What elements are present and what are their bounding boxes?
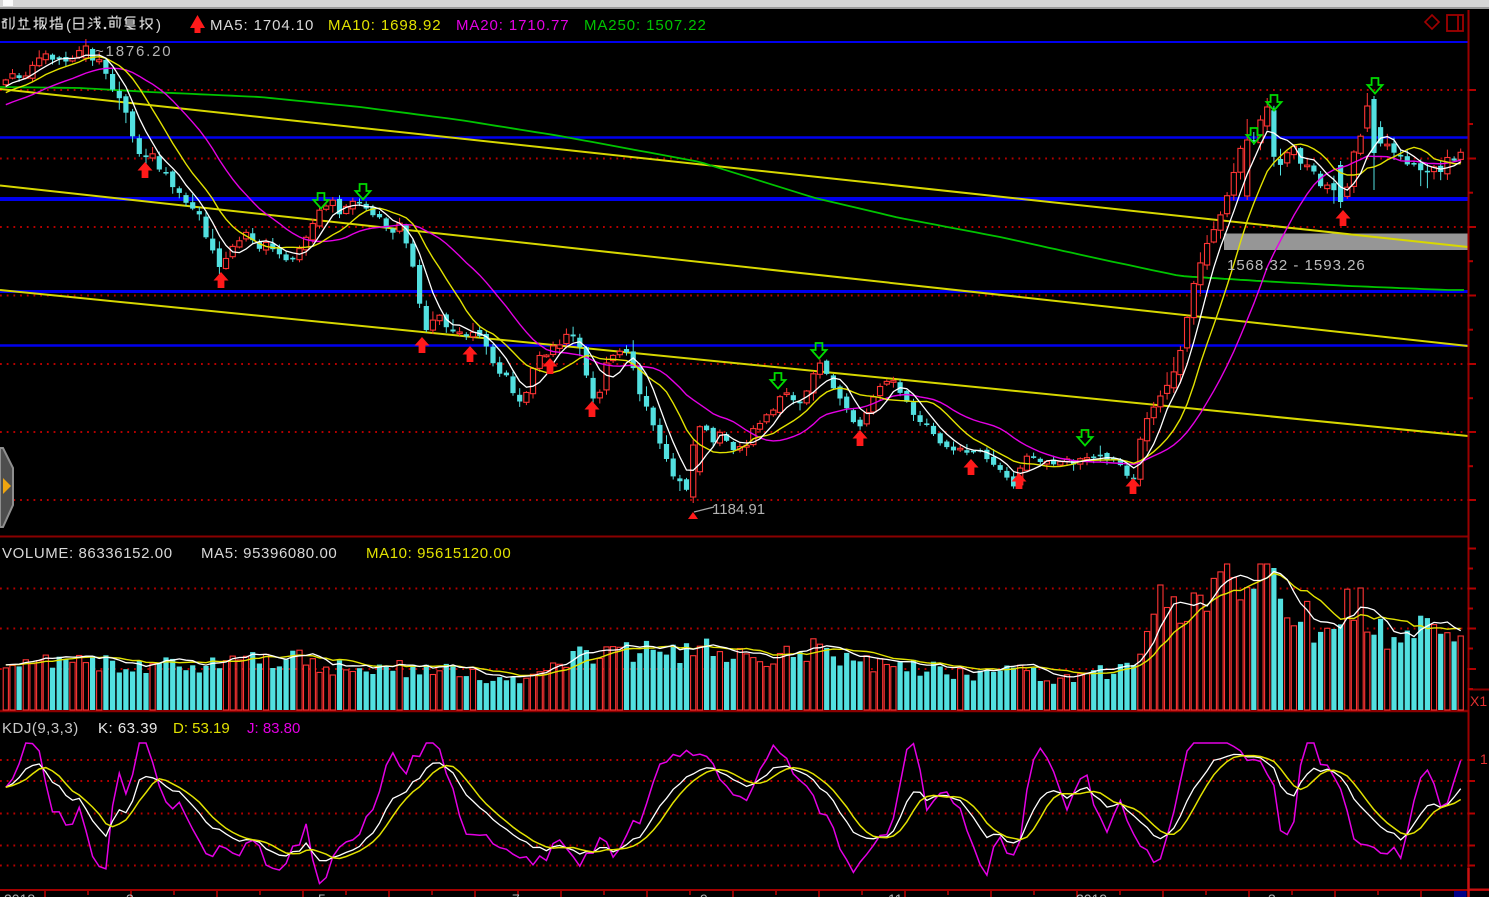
svg-text:MA20: 1710.77: MA20: 1710.77 xyxy=(456,17,569,34)
svg-text:2019: 2019 xyxy=(1076,891,1107,897)
svg-text:1: 1 xyxy=(1480,751,1488,767)
svg-text:VOLUME: 86336152.00: VOLUME: 86336152.00 xyxy=(2,545,173,562)
svg-text:MA5: 1704.10: MA5: 1704.10 xyxy=(210,17,314,34)
svg-text:(: ( xyxy=(66,17,71,34)
svg-text:MA10: 1698.92: MA10: 1698.92 xyxy=(328,17,441,34)
svg-text:1184.91: 1184.91 xyxy=(712,501,765,518)
svg-text:7: 7 xyxy=(512,891,520,897)
svg-text:MA5: 95396080.00: MA5: 95396080.00 xyxy=(201,545,337,562)
svg-text:J: 83.80: J: 83.80 xyxy=(247,720,300,737)
svg-text:5: 5 xyxy=(318,891,326,897)
svg-text:3: 3 xyxy=(1268,891,1276,897)
svg-text:MA250: 1507.22: MA250: 1507.22 xyxy=(584,17,707,34)
svg-text:KDJ(9,3,3): KDJ(9,3,3) xyxy=(2,720,79,737)
svg-text:~1876.20: ~1876.20 xyxy=(95,43,172,60)
svg-text:2018: 2018 xyxy=(4,891,35,897)
svg-text:X1: X1 xyxy=(1470,693,1487,709)
svg-text:11: 11 xyxy=(888,891,903,897)
svg-text:3: 3 xyxy=(126,891,134,897)
svg-text:MA10: 95615120.00: MA10: 95615120.00 xyxy=(366,545,511,562)
svg-text:K: 63.39: K: 63.39 xyxy=(98,720,158,737)
svg-text:): ) xyxy=(156,17,161,34)
svg-text:1568.32 - 1593.26: 1568.32 - 1593.26 xyxy=(1227,257,1366,274)
svg-text:9: 9 xyxy=(700,891,708,897)
svg-text:D: 53.19: D: 53.19 xyxy=(173,720,230,737)
